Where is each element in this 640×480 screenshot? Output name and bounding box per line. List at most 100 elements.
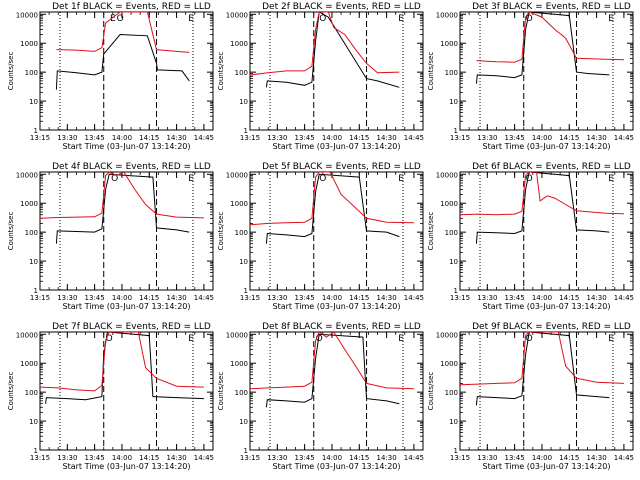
- x-tick-label: 14:30: [376, 294, 396, 302]
- event-marker: O: [319, 14, 326, 24]
- x-tick-label: 13:15: [240, 294, 260, 302]
- y-tick-label: 10: [239, 258, 248, 266]
- detector-panel-4: Det 4f BLACK = Events, RED = LLD Counts/s…: [7, 162, 214, 311]
- event-marker: E: [398, 334, 404, 344]
- y-tick-label: 1000: [230, 360, 248, 368]
- x-tick-label: 13:45: [295, 134, 315, 142]
- panel-title: Det 1f BLACK = Events, RED = LLD: [52, 2, 211, 12]
- y-tick-label: 100: [445, 69, 458, 77]
- y-tick-label: 10: [239, 418, 248, 426]
- panel-title: Det 5f BLACK = Events, RED = LLD: [262, 162, 421, 172]
- y-tick-label: 100: [235, 69, 248, 77]
- y-axis-label: Counts/sec: [7, 52, 15, 91]
- x-tick-label: 14:00: [322, 294, 342, 302]
- y-tick-label: 1000: [20, 360, 38, 368]
- x-tick-label: 14:45: [614, 454, 634, 462]
- x-tick-label: 14:30: [166, 294, 186, 302]
- event-marker: O: [319, 174, 326, 184]
- y-axis-label: Counts/sec: [217, 212, 225, 251]
- x-tick-label: 14:00: [532, 294, 552, 302]
- lld-series-line: [460, 172, 624, 216]
- x-tick-label: 13:45: [505, 134, 525, 142]
- event-marker: E: [110, 14, 116, 24]
- y-tick-label: 1: [34, 287, 38, 295]
- x-tick-label: 14:00: [112, 134, 132, 142]
- y-tick-label: 1: [244, 447, 248, 455]
- y-tick-label: 100: [235, 229, 248, 237]
- y-axis-label: Counts/sec: [7, 372, 15, 411]
- x-tick-label: 14:30: [586, 134, 606, 142]
- x-axis-label: Start Time (03-Jun-07 13:14:20): [63, 462, 191, 471]
- event-marker: O: [106, 334, 113, 344]
- y-tick-label: 1: [244, 287, 248, 295]
- event-marker: E: [398, 174, 404, 184]
- detector-panel-7: Det 7f BLACK = Events, RED = LLD Counts/s…: [7, 322, 214, 471]
- x-tick-label: 13:30: [267, 454, 287, 462]
- y-tick-label: 10000: [436, 11, 458, 19]
- x-tick-label: 14:15: [139, 134, 159, 142]
- x-tick-label: 13:45: [505, 454, 525, 462]
- panel-title: Det 9f BLACK = Events, RED = LLD: [472, 322, 631, 332]
- event-marker: E: [398, 14, 404, 24]
- x-tick-label: 14:30: [166, 134, 186, 142]
- panel-title: Det 8f BLACK = Events, RED = LLD: [262, 322, 421, 332]
- x-tick-label: 14:15: [139, 294, 159, 302]
- x-tick-label: 14:30: [376, 454, 396, 462]
- y-tick-label: 1: [34, 127, 38, 135]
- x-tick-label: 14:45: [404, 294, 424, 302]
- x-tick-label: 13:30: [57, 454, 77, 462]
- y-tick-label: 1000: [440, 360, 458, 368]
- x-tick-label: 14:45: [404, 134, 424, 142]
- y-tick-label: 1000: [230, 200, 248, 208]
- x-axis-label: Start Time (03-Jun-07 13:14:20): [483, 142, 611, 151]
- y-tick-label: 100: [25, 69, 38, 77]
- events-series-line: [265, 173, 400, 244]
- y-tick-label: 10000: [226, 331, 248, 339]
- x-tick-label: 14:00: [112, 294, 132, 302]
- x-tick-label: 14:30: [376, 134, 396, 142]
- x-tick-label: 13:30: [477, 294, 497, 302]
- x-axis-label: Start Time (03-Jun-07 13:14:20): [273, 302, 401, 311]
- x-tick-label: 13:30: [477, 454, 497, 462]
- y-tick-label: 10: [449, 98, 458, 106]
- x-tick-label: 14:45: [194, 294, 214, 302]
- panel-title: Det 6f BLACK = Events, RED = LLD: [472, 162, 631, 172]
- lld-series-line: [40, 332, 204, 392]
- y-tick-label: 10: [449, 418, 458, 426]
- x-axis-label: Start Time (03-Jun-07 13:14:20): [63, 142, 191, 151]
- x-tick-label: 13:15: [30, 134, 50, 142]
- y-tick-label: 10: [29, 418, 38, 426]
- x-axis-label: Start Time (03-Jun-07 13:14:20): [63, 302, 191, 311]
- y-tick-label: 100: [445, 389, 458, 397]
- y-tick-label: 1000: [440, 40, 458, 48]
- y-axis-label: Counts/sec: [217, 52, 225, 91]
- x-tick-label: 14:00: [532, 454, 552, 462]
- x-tick-label: 14:30: [586, 454, 606, 462]
- y-tick-label: 1: [454, 127, 458, 135]
- y-tick-label: 1: [454, 447, 458, 455]
- detector-panel-6: Det 6f BLACK = Events, RED = LLD Counts/s…: [427, 162, 634, 311]
- lld-series-line: [460, 332, 624, 386]
- x-tick-label: 13:30: [267, 294, 287, 302]
- events-series-line: [475, 332, 610, 406]
- events-series-line: [45, 332, 204, 404]
- panel-title: Det 4f BLACK = Events, RED = LLD: [52, 162, 211, 172]
- x-tick-label: 14:45: [194, 134, 214, 142]
- event-marker: E: [188, 14, 194, 24]
- detector-panel-2: Det 2f BLACK = Events, RED = LLD Counts/s…: [217, 2, 424, 151]
- x-tick-label: 13:15: [30, 454, 50, 462]
- y-tick-label: 1: [454, 287, 458, 295]
- x-tick-label: 14:45: [614, 134, 634, 142]
- x-tick-label: 14:00: [322, 134, 342, 142]
- plot-frame: [249, 171, 424, 291]
- y-axis-label: Counts/sec: [7, 212, 15, 251]
- lld-series-line: [250, 172, 414, 226]
- x-tick-label: 13:30: [267, 134, 287, 142]
- y-tick-label: 1000: [440, 200, 458, 208]
- x-tick-label: 13:15: [30, 294, 50, 302]
- plot-frame: [39, 171, 214, 291]
- x-tick-label: 13:45: [85, 134, 105, 142]
- y-tick-label: 10000: [436, 331, 458, 339]
- x-axis-label: Start Time (03-Jun-07 13:14:20): [273, 142, 401, 151]
- x-tick-label: 13:30: [57, 134, 77, 142]
